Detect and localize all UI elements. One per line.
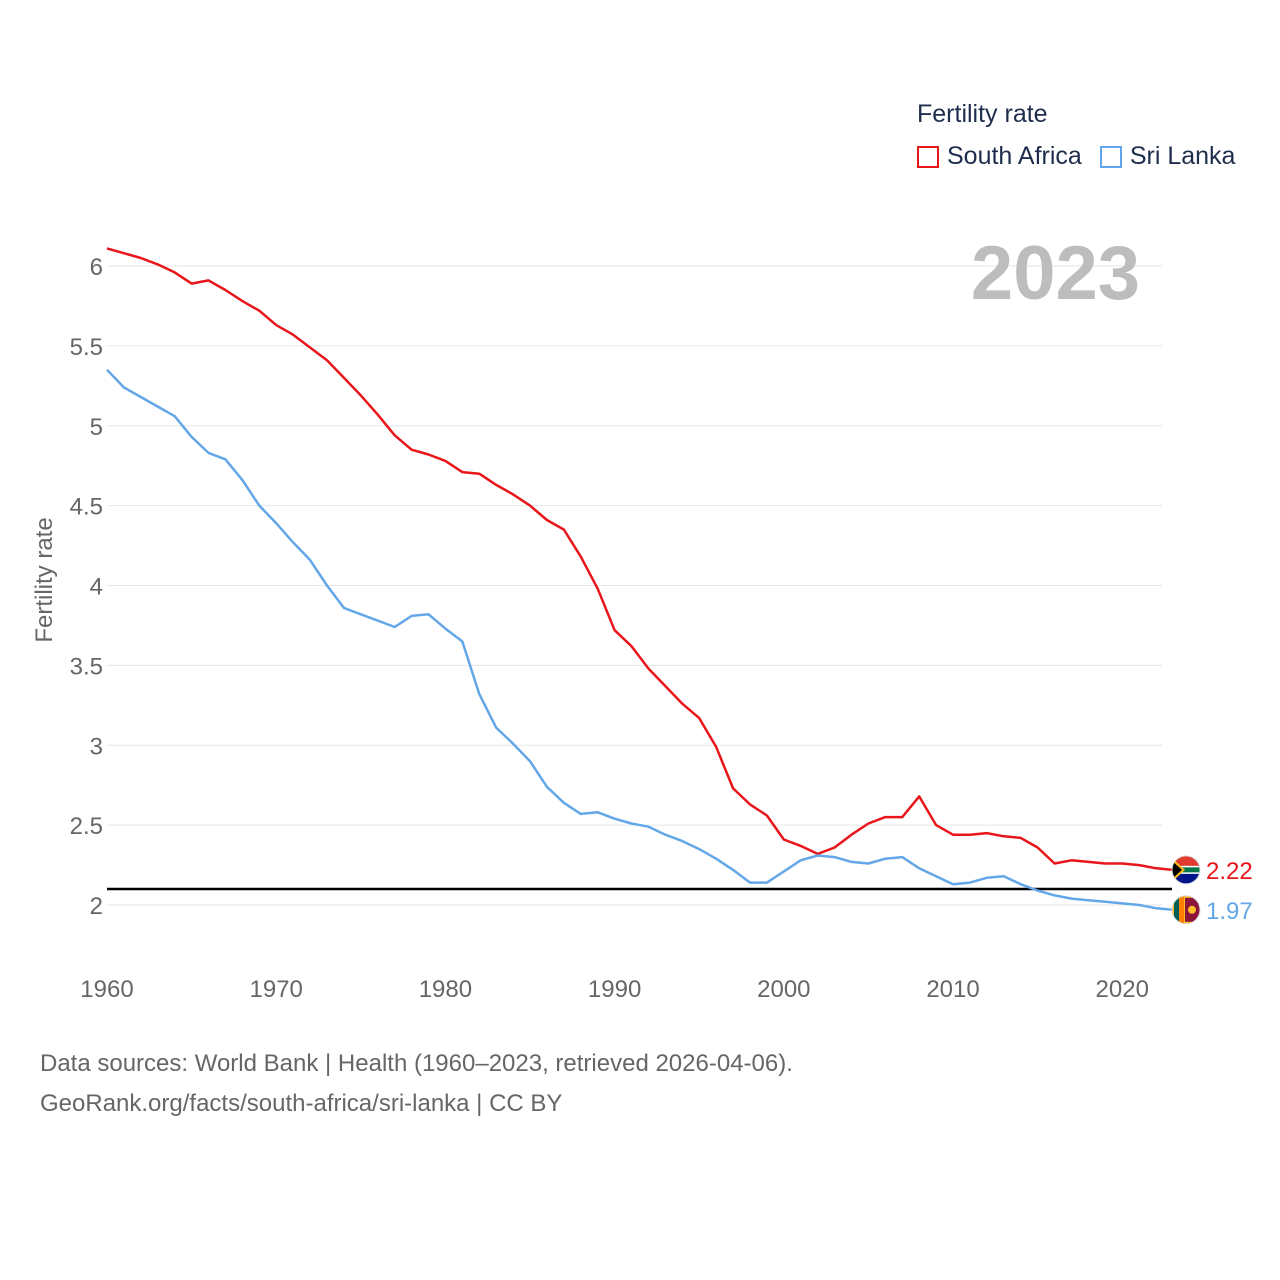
legend: South Africa Sri Lanka (917, 142, 1253, 171)
legend-title: Fertility rate (917, 100, 1048, 128)
flag-icon-sri-lanka (1171, 895, 1201, 925)
x-tick-1970: 1970 (250, 976, 303, 1003)
y-tick-4.5: 4.5 (70, 494, 103, 521)
y-tick-4: 4 (90, 574, 103, 601)
x-tick-labels: 1960 1970 1980 1990 2000 2010 2020 (80, 976, 1149, 1003)
x-tick-2000: 2000 (757, 976, 810, 1003)
series-lines (106, 247, 1174, 912)
series-line-sri-lanka[interactable] (106, 368, 1174, 912)
y-tick-3: 3 (90, 733, 103, 760)
legend-item-south-africa[interactable]: South Africa (917, 142, 1082, 171)
x-tick-1990: 1990 (588, 976, 641, 1003)
y-tick-5: 5 (90, 414, 103, 441)
flag-icon-south-africa (1171, 855, 1201, 885)
y-tick-3.5: 3.5 (70, 653, 103, 680)
series-line-south-africa[interactable] (106, 247, 1174, 872)
y-axis-label: Fertility rate (31, 517, 58, 642)
y-tick-2: 2 (90, 893, 103, 920)
end-label-south-africa: 2.22 (1206, 858, 1253, 885)
legend-item-sri-lanka[interactable]: Sri Lanka (1099, 142, 1236, 171)
year-label: 2023 (970, 231, 1140, 316)
source-line-2[interactable]: GeoRank.org/facts/south-africa/sri-lanka… (40, 1090, 563, 1117)
y-tick-6: 6 (90, 254, 103, 281)
legend-label-sri-lanka: Sri Lanka (1129, 142, 1236, 170)
legend-swatch-south-africa (917, 145, 939, 168)
x-tick-2020: 2020 (1096, 976, 1149, 1003)
y-tick-labels: 2 2.5 3 3.5 4 4.5 5 5.5 6 (70, 254, 103, 920)
source-line-1: Data sources: World Bank | Health (1960–… (40, 1050, 793, 1077)
legend-swatch-sri-lanka (1099, 145, 1122, 168)
y-tick-5.5: 5.5 (70, 334, 103, 361)
x-tick-2010: 2010 (926, 976, 979, 1003)
x-tick-1980: 1980 (419, 976, 472, 1003)
end-markers: 2.22 1.97 (1171, 855, 1253, 925)
gridlines (107, 265, 1162, 906)
y-tick-2.5: 2.5 (70, 813, 103, 840)
legend-label-south-africa: South Africa (947, 142, 1082, 170)
source-text: Data sources: World Bank | Health (1960–… (40, 1044, 793, 1124)
x-tick-1960: 1960 (80, 976, 133, 1003)
end-label-sri-lanka: 1.97 (1206, 898, 1253, 925)
